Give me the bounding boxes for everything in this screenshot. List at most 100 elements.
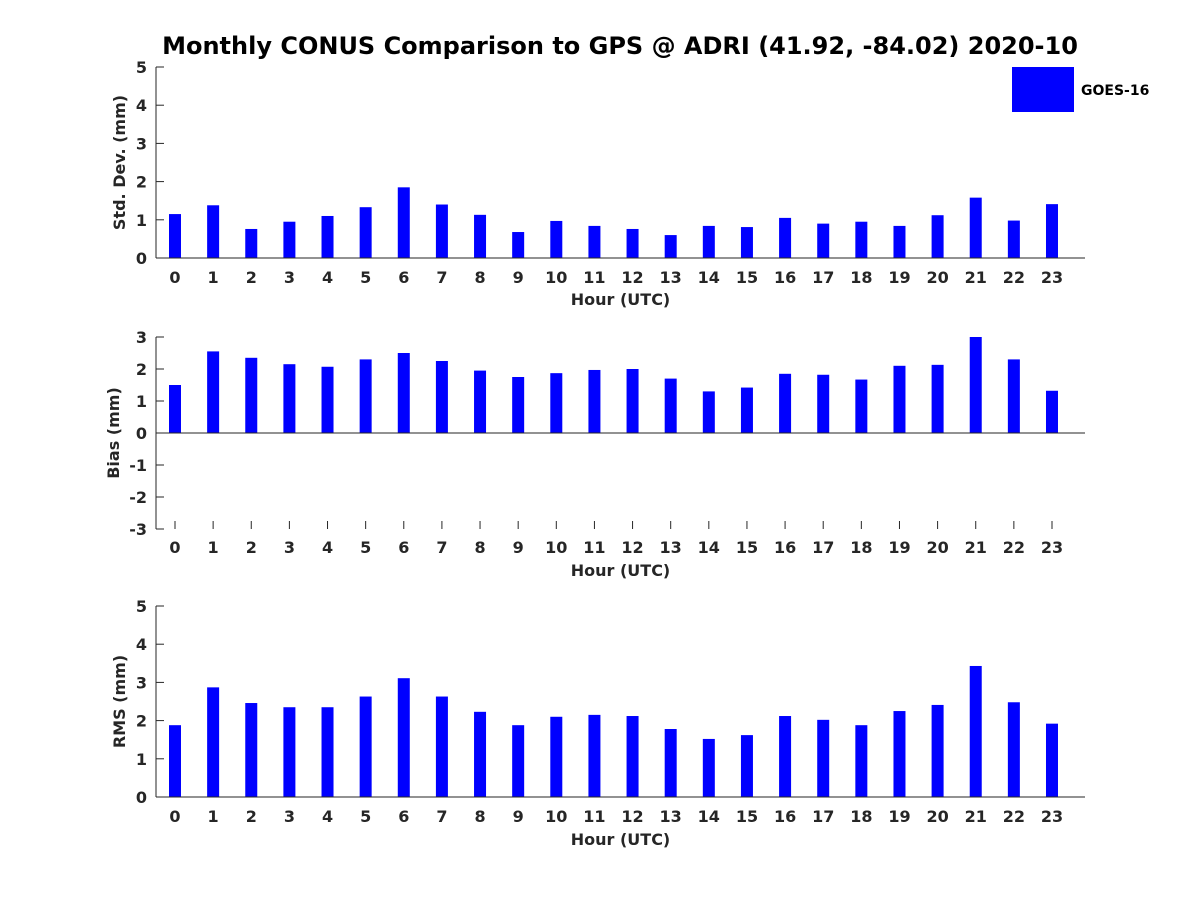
x-tick-label: 18 (850, 807, 872, 826)
bar-hour-19 (893, 365, 906, 433)
bar-hour-6 (397, 678, 410, 797)
x-tick-label: 2 (246, 538, 257, 557)
x-tick-label: 3 (284, 268, 295, 287)
bar-hour-12 (626, 228, 639, 258)
x-tick-label: 15 (736, 807, 758, 826)
bar-hour-15 (740, 227, 753, 258)
x-tick-label: 19 (888, 538, 910, 557)
x-tick-label: 1 (208, 807, 219, 826)
x-tick-label: 2 (246, 268, 257, 287)
bar-hour-16 (779, 716, 792, 797)
legend-swatch (1012, 67, 1074, 112)
x-tick-label: 16 (774, 268, 796, 287)
bar-hour-7 (435, 204, 448, 258)
x-tick-label: 19 (888, 268, 910, 287)
x-tick-label: 8 (474, 268, 485, 287)
y-tick-label: 5 (136, 58, 147, 77)
x-tick-label: 11 (583, 268, 605, 287)
bar-hour-7 (435, 696, 448, 797)
x-tick-label: 17 (812, 538, 834, 557)
bar-hour-5 (359, 207, 372, 258)
y-tick-label: 1 (136, 750, 147, 769)
x-tick-label: 10 (545, 268, 567, 287)
bar-hour-6 (397, 353, 410, 433)
x-axis-label: Hour (UTC) (571, 290, 671, 309)
bar-hour-12 (626, 716, 639, 797)
x-tick-label: 12 (621, 268, 643, 287)
bar-hour-5 (359, 359, 372, 433)
bar-hour-5 (359, 696, 372, 797)
x-tick-label: 23 (1041, 807, 1063, 826)
x-tick-label: 16 (774, 807, 796, 826)
x-tick-label: 11 (583, 807, 605, 826)
x-tick-label: 23 (1041, 268, 1063, 287)
x-tick-label: 0 (169, 538, 180, 557)
bar-hour-10 (550, 716, 563, 797)
bar-hour-11 (588, 714, 601, 797)
y-tick-label: 4 (136, 635, 147, 654)
y-tick-label: -3 (129, 520, 147, 539)
bar-hour-19 (893, 711, 906, 797)
x-tick-label: 9 (513, 807, 524, 826)
x-tick-label: 12 (621, 538, 643, 557)
bar-hour-4 (321, 366, 334, 433)
x-tick-label: 4 (322, 807, 333, 826)
bar-hour-0 (169, 385, 181, 433)
x-tick-label: 20 (926, 538, 948, 557)
x-tick-label: 21 (965, 268, 987, 287)
bar-hour-11 (588, 369, 601, 433)
x-tick-label: 7 (436, 268, 447, 287)
bar-hour-23 (1045, 204, 1058, 258)
x-tick-label: 14 (698, 807, 720, 826)
bar-hour-8 (474, 370, 487, 433)
x-tick-label: 6 (398, 807, 409, 826)
bar-hour-21 (969, 197, 982, 258)
x-tick-label: 13 (660, 807, 682, 826)
x-tick-label: 16 (774, 538, 796, 557)
x-tick-label: 12 (621, 807, 643, 826)
x-axis-label: Hour (UTC) (571, 830, 671, 849)
x-tick-label: 6 (398, 268, 409, 287)
bar-hour-3 (283, 364, 296, 433)
x-tick-label: 5 (360, 538, 371, 557)
x-tick-label: 10 (545, 538, 567, 557)
bar-hour-12 (626, 369, 639, 433)
x-tick-label: 10 (545, 807, 567, 826)
x-tick-label: 6 (398, 538, 409, 557)
bar-hour-1 (207, 205, 220, 258)
x-tick-label: 21 (965, 538, 987, 557)
x-tick-label: 1 (208, 538, 219, 557)
bar-hour-10 (550, 373, 563, 433)
bar-hour-4 (321, 707, 334, 797)
x-tick-label: 9 (513, 538, 524, 557)
bar-hour-15 (740, 735, 753, 797)
bar-hour-11 (588, 225, 601, 258)
bar-hour-19 (893, 225, 906, 258)
x-tick-label: 20 (926, 807, 948, 826)
x-tick-label: 19 (888, 807, 910, 826)
x-tick-label: 5 (360, 268, 371, 287)
x-tick-label: 22 (1003, 807, 1025, 826)
x-tick-label: 18 (850, 538, 872, 557)
y-tick-label: 4 (136, 96, 147, 115)
x-tick-label: 7 (436, 538, 447, 557)
bar-hour-17 (817, 374, 830, 433)
y-axis-label: RMS (mm) (110, 655, 129, 748)
bar-hour-14 (702, 738, 715, 797)
y-tick-label: 5 (136, 597, 147, 616)
bar-hour-7 (435, 361, 448, 433)
legend: GOES-16 (1012, 67, 1149, 112)
x-tick-label: 11 (583, 538, 605, 557)
bar-hour-15 (740, 387, 753, 433)
x-tick-label: 20 (926, 268, 948, 287)
bar-hour-22 (1007, 359, 1020, 433)
bar-hour-4 (321, 215, 334, 258)
bar-hour-18 (855, 221, 868, 258)
y-tick-label: 0 (136, 249, 147, 268)
x-tick-label: 13 (660, 268, 682, 287)
y-tick-label: 0 (136, 788, 147, 807)
y-tick-label: 0 (136, 424, 147, 443)
legend-label: GOES-16 (1081, 83, 1149, 99)
